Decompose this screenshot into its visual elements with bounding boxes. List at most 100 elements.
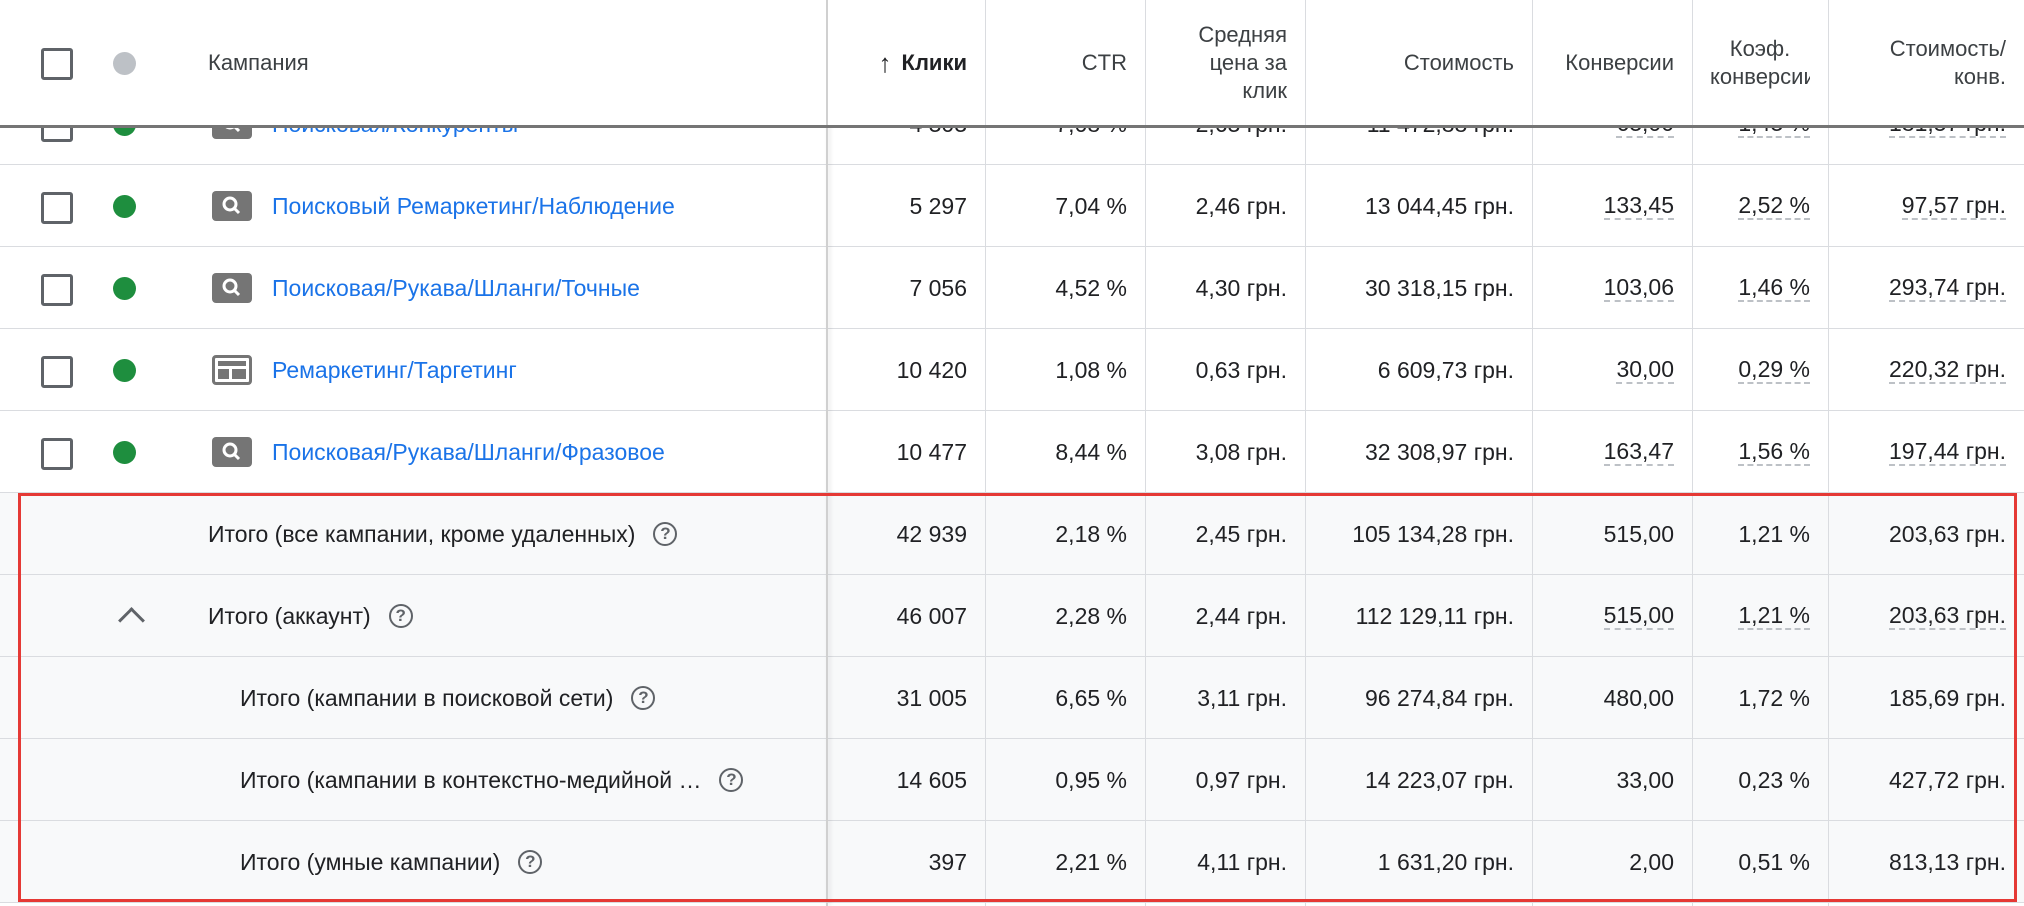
metric-cell: 4,52 % (985, 247, 1145, 329)
header-status (113, 52, 136, 75)
search-glyph (222, 442, 241, 461)
help-icon[interactable]: ? (388, 604, 413, 628)
row-divider (0, 656, 2024, 657)
search-icon (212, 273, 252, 303)
metric-value: 293,74 грн. (1888, 274, 2006, 302)
row-checkbox[interactable] (41, 356, 73, 388)
totals-text: Итого (аккаунт) (208, 602, 371, 629)
header-campaign[interactable]: Кампания (208, 49, 309, 75)
metric-value: 103,06 (1603, 274, 1674, 302)
help-icon[interactable]: ? (518, 850, 543, 874)
row-divider (0, 574, 2024, 575)
metric-value: 1,21 % (1738, 520, 1810, 547)
metric-value: 5 297 (909, 192, 967, 219)
totals-label: Итого (кампании в контекстно-медийной …? (240, 739, 744, 821)
display-icon (212, 355, 252, 385)
header-divider (1145, 0, 1146, 125)
metric-value: 112 129,11 грн. (1355, 602, 1514, 629)
metric-value: 2,28 % (1055, 602, 1127, 629)
metric-value: 0,29 % (1738, 356, 1810, 384)
column-header[interactable]: CTR (985, 0, 1145, 125)
help-icon[interactable]: ? (653, 522, 678, 546)
row-divider (0, 492, 2024, 493)
metric-cell: 13 044,45 грн. (1305, 165, 1532, 247)
metric-cell: 46 007 (826, 575, 985, 657)
metric-value: 220,32 грн. (1888, 356, 2006, 384)
campaign-name: Ремаркетинг/Таргетинг (272, 329, 517, 411)
campaign-link[interactable]: Поисковый Ремаркетинг/Наблюдение (272, 192, 675, 219)
metric-value: 185,69 грн. (1888, 684, 2006, 711)
metric-cell: 2,45 грн. (1145, 493, 1305, 575)
metric-value: 515,00 (1603, 520, 1674, 547)
metric-cell: 1,08 % (985, 329, 1145, 411)
row-divider (0, 738, 2024, 739)
metric-value: 2,44 грн. (1195, 602, 1287, 629)
totals-label: Итого (умные кампании)? (240, 821, 543, 903)
metric-cell: 32 308,97 грн. (1305, 411, 1532, 493)
metric-cell: 14 605 (826, 739, 985, 821)
status-dot (113, 277, 136, 300)
metric-cell: 427,72 грн. (1828, 739, 2024, 821)
collapse-chevron[interactable] (118, 607, 145, 634)
metric-cell: 14 223,07 грн. (1305, 739, 1532, 821)
metric-value: 4,52 % (1055, 274, 1127, 301)
metric-value: 2,45 грн. (1195, 520, 1287, 547)
metric-value: 30,00 (1616, 356, 1674, 384)
metric-cell: 1,21 % (1692, 575, 1828, 657)
metric-value: 0,51 % (1738, 848, 1810, 875)
metric-cell: 2,00 (1532, 821, 1692, 903)
metric-value: 427,72 грн. (1888, 766, 2006, 793)
campaign-link[interactable]: Поисковая/Рукава/Шланги/Фразовое (272, 438, 665, 465)
metric-cell: 4,30 грн. (1145, 247, 1305, 329)
metric-value: 163,47 (1603, 438, 1674, 466)
help-icon[interactable]: ? (631, 686, 656, 710)
metric-cell: 1,56 % (1692, 411, 1828, 493)
metric-cell: 0,63 грн. (1145, 329, 1305, 411)
metric-value: 14 223,07 грн. (1365, 766, 1514, 793)
metric-cell: 2,52 % (1692, 165, 1828, 247)
column-header[interactable]: Средняя цена за клик (1145, 0, 1305, 125)
column-header[interactable]: Стоимость (1305, 0, 1532, 125)
metric-cell: 0,51 % (1692, 821, 1828, 903)
row-checkbox[interactable] (41, 438, 73, 470)
metric-cell: 133,45 (1532, 165, 1692, 247)
metric-cell: 0,29 % (1692, 329, 1828, 411)
metric-value: 0,95 % (1055, 766, 1127, 793)
metric-cell: 10 477 (826, 411, 985, 493)
totals-text: Итого (все кампании, кроме удаленных) (208, 520, 636, 547)
search-icon (212, 191, 252, 221)
metric-cell: 2,18 % (985, 493, 1145, 575)
metric-cell: 203,63 грн. (1828, 575, 2024, 657)
header-checkbox[interactable] (41, 48, 73, 80)
header-divider (985, 0, 986, 125)
metric-cell: 0,97 грн. (1145, 739, 1305, 821)
row-checkbox[interactable] (41, 192, 73, 224)
row-checkbox[interactable] (41, 274, 73, 306)
totals-row: Итого (кампании в поисковой сети)? 31 005… (0, 657, 2024, 739)
column-header[interactable]: Коэф. конверсии (1692, 0, 1828, 125)
campaign-link[interactable]: Ремаркетинг/Таргетинг (272, 356, 517, 383)
campaign-name: Поисковая/Рукава/Шланги/Точные (272, 247, 640, 329)
metric-cell: 397 (826, 821, 985, 903)
metric-cell: 1,46 % (1692, 247, 1828, 329)
column-header[interactable]: Конверсии (1532, 0, 1692, 125)
display-glyph (218, 361, 246, 379)
column-header[interactable]: ↑ Клики (826, 0, 985, 125)
metric-value: 8,44 % (1055, 438, 1127, 465)
metric-value: 2,18 % (1055, 520, 1127, 547)
metric-value: 0,97 грн. (1195, 766, 1287, 793)
campaign-link[interactable]: Поисковая/Рукава/Шланги/Точные (272, 274, 640, 301)
metric-value: 133,45 (1603, 192, 1674, 220)
column-header[interactable]: Стоимость/ конв. (1828, 0, 2024, 125)
metric-cell: 30 318,15 грн. (1305, 247, 1532, 329)
header-divider (1692, 0, 1693, 125)
metric-value: 1,56 % (1738, 438, 1810, 466)
campaign-row: Ремаркетинг/Таргетинг 10 420 1,08 % 0,63 гр… (0, 329, 2024, 411)
status-dot (113, 195, 136, 218)
column-title: Конверсии (1565, 49, 1674, 75)
metric-value: 4,30 грн. (1195, 274, 1287, 301)
metric-cell: 3,08 грн. (1145, 411, 1305, 493)
metric-value: 1,72 % (1738, 684, 1810, 711)
totals-row: Итого (аккаунт)? 46 007 2,28 % 2,44 грн. 112… (0, 575, 2024, 657)
help-icon[interactable]: ? (719, 768, 744, 792)
